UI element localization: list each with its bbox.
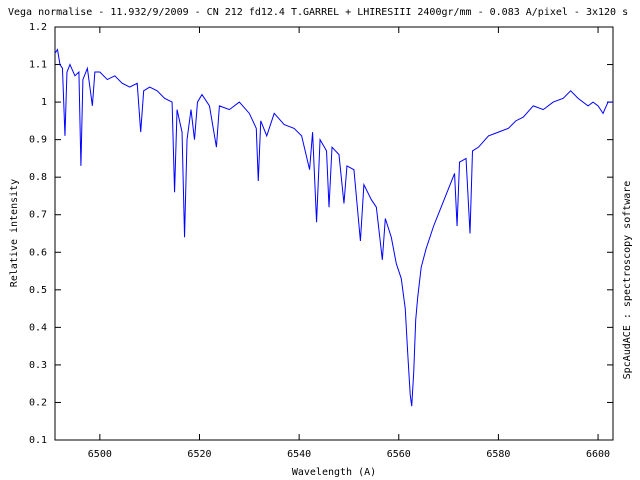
y-tick-label: 0.2 <box>29 397 47 408</box>
y-tick-label: 1 <box>41 97 47 108</box>
y-tick-label: 0.7 <box>29 210 47 221</box>
chart-title: Vega normalise - 11.932/9/2009 - CN 212 … <box>8 7 628 18</box>
side-label: SpcAudACE : spectroscopy software <box>622 181 633 380</box>
spectrum-line <box>54 48 613 407</box>
x-tick-label: 6580 <box>486 449 510 460</box>
y-tick-label: 0.6 <box>29 247 47 258</box>
y-tick-label: 0.8 <box>29 172 47 183</box>
plot-frame <box>54 26 614 441</box>
y-tick-label: 0.5 <box>29 285 47 296</box>
x-tick-label: 6600 <box>586 449 610 460</box>
x-tick-label: 6540 <box>287 449 311 460</box>
x-axis-label: Wavelength (A) <box>292 467 376 478</box>
x-tick-label: 6500 <box>88 449 112 460</box>
y-tick-label: 0.3 <box>29 360 47 371</box>
y-tick-label: 0.4 <box>29 322 47 333</box>
y-tick-label: 0.1 <box>29 435 47 446</box>
y-tick-label: 0.9 <box>29 135 47 146</box>
y-axis-label: Relative intensity <box>9 179 20 287</box>
y-tick-label: 1.1 <box>29 60 47 71</box>
y-tick-label: 1.2 <box>29 22 47 33</box>
x-tick-label: 6560 <box>387 449 411 460</box>
x-tick-label: 6520 <box>187 449 211 460</box>
